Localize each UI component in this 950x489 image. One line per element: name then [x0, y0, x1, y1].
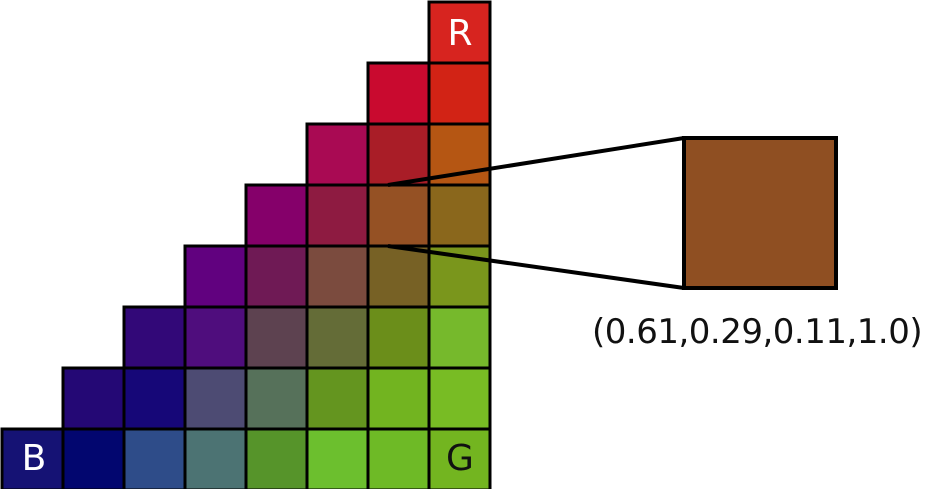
- color-cell: [366, 244, 431, 309]
- color-cell: [427, 427, 492, 489]
- color-cell: [305, 305, 370, 370]
- color-cell: [366, 183, 431, 248]
- zoom-line-bottom: [387, 244, 685, 290]
- color-cell: [366, 305, 431, 370]
- color-cell: [305, 427, 370, 489]
- red-corner-label: R: [447, 13, 472, 54]
- color-cell: [305, 244, 370, 309]
- color-grid: [0, 0, 492, 489]
- color-cell: [305, 183, 370, 248]
- color-cell: [183, 244, 248, 309]
- color-cell: [366, 122, 431, 187]
- color-cell: [183, 427, 248, 489]
- color-cell: [183, 305, 248, 370]
- blue-corner-label: B: [22, 438, 47, 479]
- zoom-connector: [387, 136, 685, 290]
- color-cell: [305, 122, 370, 187]
- color-cell: [427, 61, 492, 126]
- color-cell: [122, 305, 187, 370]
- color-cell: [366, 427, 431, 489]
- color-cell: [122, 427, 187, 489]
- color-cell: [244, 305, 309, 370]
- color-cell: [244, 183, 309, 248]
- color-cell: [366, 61, 431, 126]
- zoom-line-top: [387, 136, 685, 187]
- color-cell: [244, 244, 309, 309]
- color-cell: [305, 366, 370, 431]
- color-cell: [366, 366, 431, 431]
- color-cell: [183, 366, 248, 431]
- color-cell: [61, 366, 126, 431]
- color-value-readout: (0.61,0.29,0.11,1.0): [592, 312, 923, 352]
- zoomed-color-swatch: [682, 136, 838, 290]
- color-cell: [244, 427, 309, 489]
- color-cell: [244, 366, 309, 431]
- color-cell: [427, 305, 492, 370]
- color-cell: [61, 427, 126, 489]
- green-corner-label: G: [446, 438, 474, 479]
- color-cell: [122, 366, 187, 431]
- color-cell: [427, 183, 492, 248]
- color-cell: [427, 366, 492, 431]
